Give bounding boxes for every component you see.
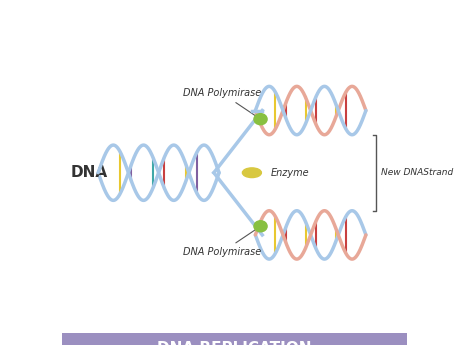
Text: Enzyme: Enzyme	[271, 168, 310, 178]
Text: DNA: DNA	[71, 165, 108, 180]
FancyBboxPatch shape	[62, 333, 407, 355]
Text: DNA Polymirase: DNA Polymirase	[183, 88, 261, 118]
Ellipse shape	[254, 221, 267, 232]
Text: New DNAStrand: New DNAStrand	[382, 168, 454, 177]
Text: DNA Polymirase: DNA Polymirase	[183, 228, 261, 257]
Ellipse shape	[242, 168, 261, 178]
Ellipse shape	[254, 114, 267, 125]
Text: DNA REPLICATION: DNA REPLICATION	[157, 340, 312, 355]
